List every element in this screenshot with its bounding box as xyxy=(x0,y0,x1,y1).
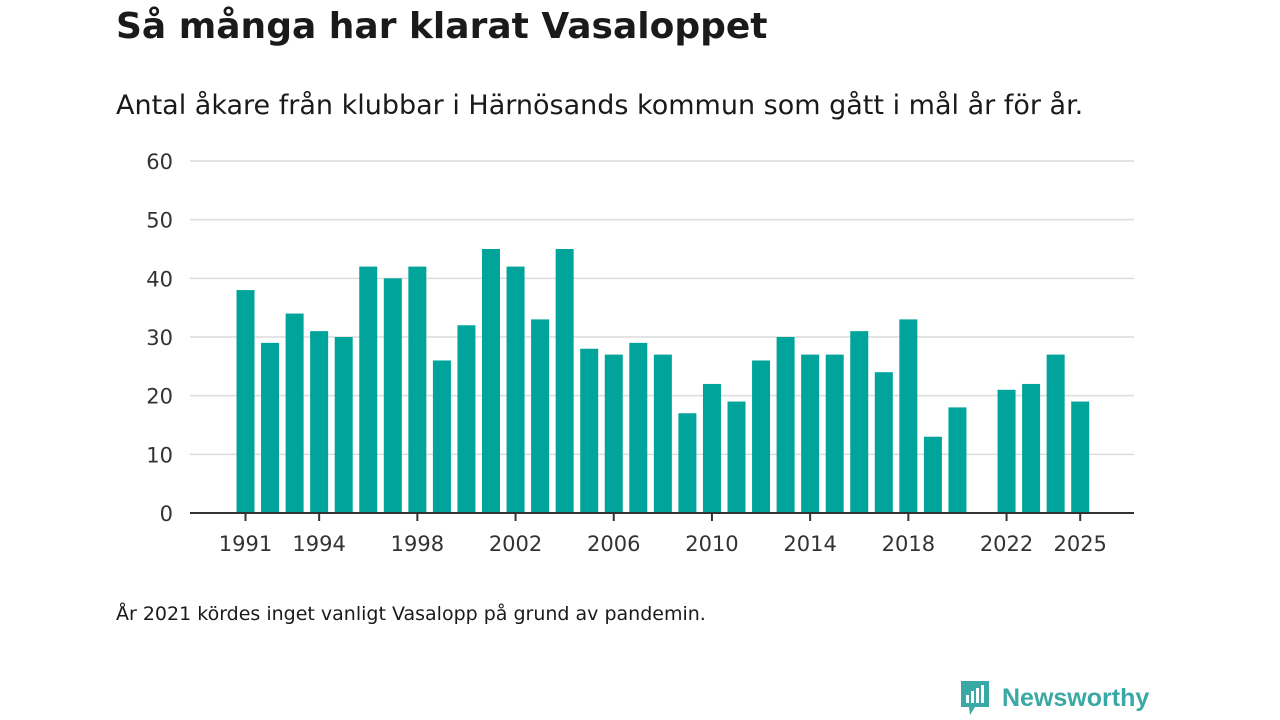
bar-2023 xyxy=(1022,383,1041,513)
chart-title: Så många har klarat Vasaloppet xyxy=(116,6,768,47)
x-tick-label: 2025 xyxy=(1053,532,1106,556)
bar-2016 xyxy=(850,331,869,513)
x-axis-ticks: 1991 1994 1998 2002 2006 2010 2014 2018 2022 2025 xyxy=(219,513,1107,556)
bar-2004 xyxy=(555,249,574,513)
bar-1992 xyxy=(261,342,280,513)
bar-2014 xyxy=(801,354,820,513)
y-tick-label: 10 xyxy=(146,443,173,467)
x-tick-label: 1998 xyxy=(391,532,444,556)
bar-2003 xyxy=(531,319,550,513)
bar-2001 xyxy=(482,249,500,513)
x-tick-label: 1991 xyxy=(219,532,272,556)
x-tick-label: 2006 xyxy=(587,532,640,556)
brand: Newsworthy xyxy=(958,679,1149,717)
bar-2011 xyxy=(727,401,746,513)
bar-2000 xyxy=(457,325,476,513)
y-tick-label: 60 xyxy=(146,150,173,174)
y-axis-ticks: 0 10 20 30 40 50 60 xyxy=(146,150,173,526)
x-tick-label: 2018 xyxy=(882,532,935,556)
bar-2025 xyxy=(1071,401,1090,513)
y-tick-label: 50 xyxy=(146,209,173,233)
y-tick-label: 0 xyxy=(160,502,173,526)
bar-2019 xyxy=(923,436,942,513)
bar-chart: 0 10 20 30 40 50 60 1991 1994 1998 2002 2006 2010 20… xyxy=(146,150,1134,556)
footnote: År 2021 kördes inget vanligt Vasalopp på… xyxy=(116,603,706,625)
y-tick-label: 20 xyxy=(146,385,173,409)
bar-2009 xyxy=(678,413,697,513)
chart-subtitle: Antal åkare från klubbar i Härnösands ko… xyxy=(116,90,1084,121)
bar-2013 xyxy=(776,337,795,513)
bar-1991 xyxy=(236,290,255,513)
bar-2012 xyxy=(752,360,771,513)
bar-2018 xyxy=(899,319,918,513)
bar-1996 xyxy=(359,266,378,513)
x-tick-label: 2022 xyxy=(980,532,1033,556)
x-tick-label: 1994 xyxy=(292,532,345,556)
bar-2010 xyxy=(702,383,721,513)
bar-1999 xyxy=(432,360,451,513)
bar-2008 xyxy=(653,354,672,513)
bar-2007 xyxy=(629,342,648,513)
bar-1994 xyxy=(310,331,329,513)
bar-2005 xyxy=(580,348,599,513)
bar-2022 xyxy=(997,389,1016,513)
bars xyxy=(236,249,1090,513)
bar-2015 xyxy=(825,354,844,513)
x-tick-label: 2014 xyxy=(783,532,836,556)
bar-1995 xyxy=(334,337,353,513)
bar-2017 xyxy=(874,372,893,513)
bar-1997 xyxy=(383,278,402,513)
x-tick-label: 2010 xyxy=(685,532,738,556)
bar-1998 xyxy=(408,266,427,513)
bar-2002 xyxy=(506,266,525,513)
bar-2020 xyxy=(948,407,967,513)
y-tick-label: 40 xyxy=(146,267,173,291)
bar-2024 xyxy=(1046,354,1065,513)
bar-2006 xyxy=(604,354,623,513)
brand-name: Newsworthy xyxy=(1002,683,1150,712)
bar-1993 xyxy=(285,313,304,513)
y-tick-label: 30 xyxy=(146,326,173,350)
newsworthy-logo-icon xyxy=(961,681,989,715)
x-tick-label: 2002 xyxy=(489,532,542,556)
